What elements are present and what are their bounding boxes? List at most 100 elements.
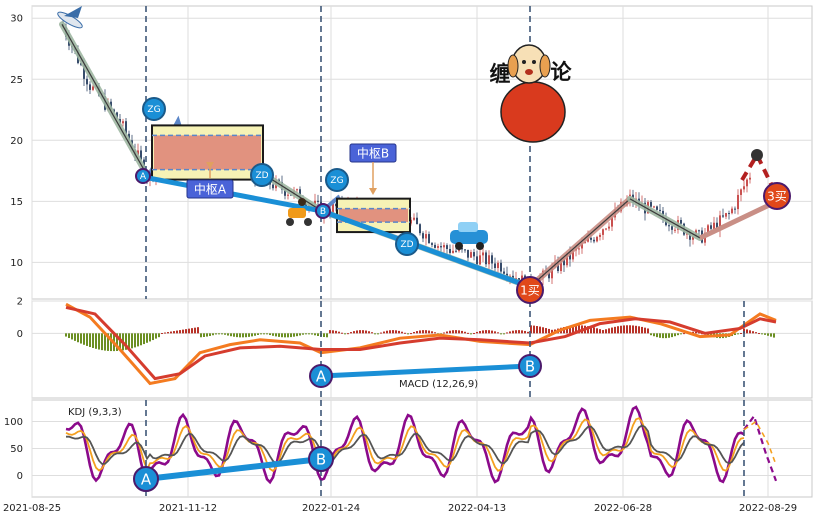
candle-body bbox=[668, 225, 670, 227]
candle-body bbox=[473, 252, 475, 257]
macd-bar bbox=[611, 327, 613, 334]
kdj-j-projection bbox=[743, 413, 778, 482]
macd-bar bbox=[455, 330, 457, 334]
macd-bar bbox=[695, 331, 697, 334]
monk-eye bbox=[522, 60, 526, 64]
macd-bar bbox=[536, 326, 538, 334]
candle-body bbox=[602, 229, 604, 235]
candle-body bbox=[284, 189, 286, 196]
candle-body bbox=[428, 234, 430, 244]
monk-eye bbox=[532, 60, 536, 64]
candle-body bbox=[719, 215, 721, 231]
macd-bar bbox=[761, 333, 763, 335]
candle-body bbox=[671, 226, 673, 230]
macd-bar bbox=[347, 333, 349, 335]
candle-body bbox=[734, 208, 736, 210]
macd-bar bbox=[380, 332, 382, 334]
point-a-marker-label: A bbox=[140, 172, 147, 182]
macd-bar bbox=[470, 333, 472, 335]
kdj-point-a-marker-label: A bbox=[141, 470, 152, 488]
macd-bar bbox=[245, 333, 247, 338]
macd-bar bbox=[164, 332, 166, 334]
car-wheel bbox=[476, 242, 484, 250]
macd-bar bbox=[530, 325, 532, 334]
macd-bar bbox=[599, 329, 601, 334]
macd-bar bbox=[425, 330, 427, 334]
candle-body bbox=[464, 249, 466, 251]
candle-body bbox=[92, 86, 94, 90]
macd-bar bbox=[146, 333, 148, 343]
macd-bar bbox=[548, 328, 550, 334]
macd-bar bbox=[740, 332, 742, 334]
macd-bar bbox=[260, 333, 262, 335]
macd-bar bbox=[521, 330, 523, 334]
pivot-b-callout-arrowhead bbox=[369, 188, 377, 195]
candle-body bbox=[512, 275, 514, 279]
macd-bar bbox=[230, 333, 232, 337]
candle-body bbox=[731, 208, 733, 214]
macd-bar bbox=[344, 333, 346, 335]
macd-bar bbox=[614, 326, 616, 334]
macd-bar bbox=[302, 333, 304, 335]
macd-bar bbox=[647, 328, 649, 334]
macd-bar bbox=[632, 325, 634, 334]
macd-bar bbox=[155, 333, 157, 339]
macd-bar bbox=[659, 333, 661, 338]
macd-point-b-marker bbox=[518, 354, 542, 378]
macd-bar bbox=[200, 333, 202, 338]
macd-bar bbox=[485, 330, 487, 334]
macd-bar bbox=[764, 333, 766, 335]
macd-bar bbox=[539, 326, 541, 334]
macd-bar bbox=[392, 330, 394, 334]
y-tick-label: 0 bbox=[17, 329, 23, 340]
macd-bar bbox=[179, 330, 181, 334]
macd-bar bbox=[488, 330, 490, 334]
macd-bar bbox=[404, 332, 406, 334]
monk-ear bbox=[539, 54, 551, 78]
macd-bar bbox=[656, 333, 658, 338]
zg-marker bbox=[142, 97, 166, 121]
macd-bar bbox=[668, 333, 670, 338]
macd-bar bbox=[446, 331, 448, 334]
macd-point-a-marker bbox=[309, 364, 333, 388]
macd-bar bbox=[734, 333, 736, 335]
macd-bar bbox=[452, 330, 454, 334]
macd-bar bbox=[572, 325, 574, 334]
macd-bar bbox=[290, 333, 292, 338]
candle-body bbox=[425, 234, 427, 239]
kdj-point-b-marker-label: B bbox=[316, 450, 326, 468]
scooter-rider bbox=[298, 198, 306, 206]
macd-bar bbox=[368, 331, 370, 334]
macd-bar bbox=[386, 330, 388, 334]
y-tick-label: 0 bbox=[17, 471, 23, 482]
candle-body bbox=[296, 189, 298, 191]
candle-body bbox=[494, 263, 496, 269]
macd-bar bbox=[479, 331, 481, 334]
macd-bar bbox=[188, 328, 190, 334]
macd-bar bbox=[533, 325, 535, 334]
macd-bar bbox=[173, 331, 175, 334]
macd-bar bbox=[671, 333, 673, 338]
candle-body bbox=[713, 222, 715, 229]
kdj-point-a-marker bbox=[133, 466, 159, 492]
macd-bar bbox=[746, 329, 748, 334]
macd-bar bbox=[104, 333, 106, 351]
candle-body bbox=[560, 259, 562, 272]
macd-bar bbox=[413, 331, 415, 334]
macd-point-a-marker-label: A bbox=[316, 367, 327, 385]
macd-bar bbox=[305, 333, 307, 335]
macd-bar bbox=[665, 333, 667, 339]
pivot-a-callout-arrowhead bbox=[206, 162, 214, 169]
projection-dot bbox=[751, 149, 763, 161]
macd-bar bbox=[299, 333, 301, 336]
macd-bar bbox=[737, 333, 739, 335]
x-tick-label: 2022-04-13 bbox=[448, 503, 506, 514]
macd-bar bbox=[278, 333, 280, 337]
car-window bbox=[458, 222, 478, 232]
first-buy-marker-label: 1买 bbox=[520, 283, 540, 297]
candle-body bbox=[422, 233, 424, 239]
macd-bar bbox=[506, 332, 508, 334]
candle-body bbox=[572, 250, 574, 260]
macd-bar bbox=[383, 331, 385, 334]
macd-bar bbox=[224, 333, 226, 335]
